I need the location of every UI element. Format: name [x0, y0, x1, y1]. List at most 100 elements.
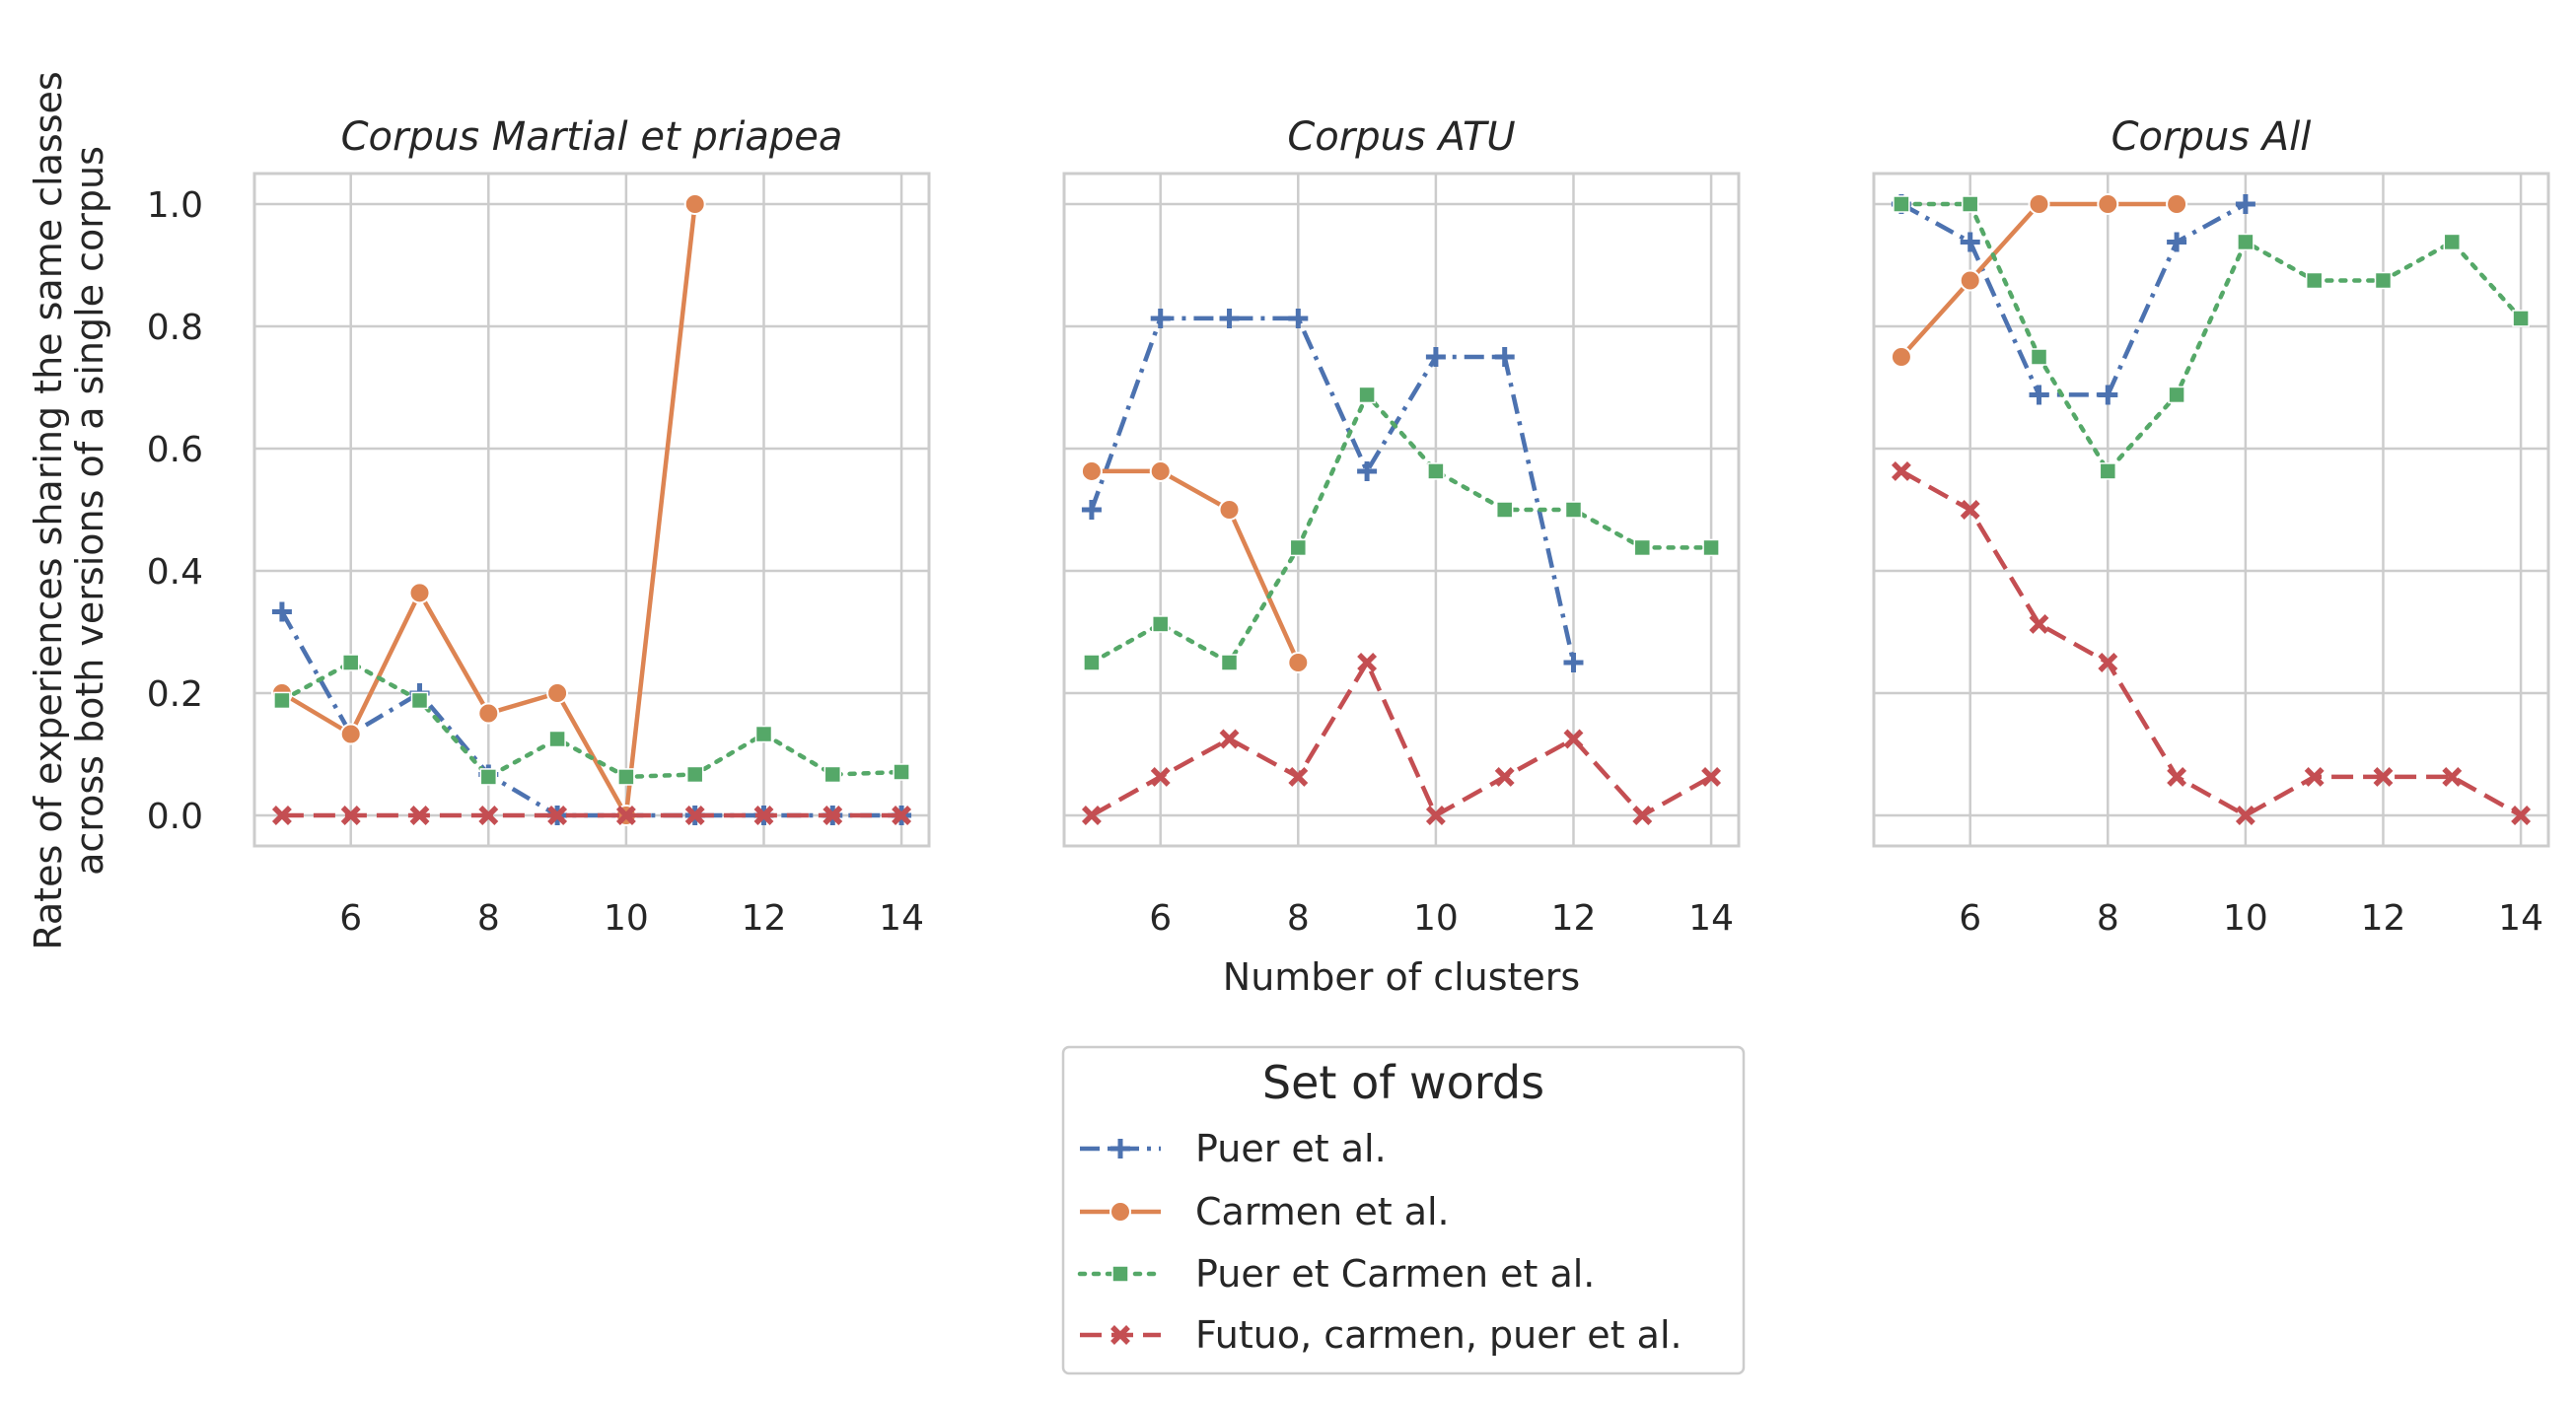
data-point — [409, 806, 430, 825]
x-tick-label: 6 — [1959, 898, 1981, 939]
data-point — [340, 806, 361, 825]
legend-entry: Puer et Carmen et al. — [1077, 1252, 1595, 1296]
data-point — [339, 723, 362, 745]
plot-frame — [1872, 172, 2550, 848]
series-line — [279, 610, 902, 818]
data-point — [1220, 654, 1239, 671]
data-point — [1563, 653, 1584, 672]
legend-entry: Futuo, carmen, puer et al. — [1080, 1313, 1682, 1357]
x-tick-label: 14 — [879, 898, 924, 939]
data-point — [2235, 806, 2255, 825]
data-point — [2097, 193, 2119, 215]
y-axis-label-line-1: Rates of experiences sharing the same cl… — [27, 71, 70, 949]
data-point — [2235, 194, 2255, 214]
plot-frame — [252, 172, 931, 848]
data-point — [1891, 460, 1911, 481]
data-point — [1893, 195, 1910, 213]
data-point — [1357, 653, 1378, 672]
x-tick-label: 12 — [1551, 898, 1597, 939]
legend-marker — [1109, 1201, 1131, 1223]
data-point — [893, 763, 910, 781]
data-point — [2374, 271, 2393, 290]
data-point — [341, 654, 360, 671]
data-point — [1151, 615, 1170, 633]
data-point — [753, 806, 774, 825]
panel-title: Corpus ATU — [1287, 114, 1515, 160]
data-point — [1219, 308, 1240, 328]
data-point — [1425, 806, 1446, 825]
data-point — [2098, 385, 2118, 405]
series-puer-et-carmen-et-al — [1083, 386, 1720, 671]
y-axis-label-line-2: across both versions of a single corpus — [68, 146, 111, 876]
data-point — [2166, 193, 2188, 215]
data-point — [2237, 233, 2254, 251]
legend-box — [1061, 1045, 1746, 1375]
y-tick-label: 0.4 — [147, 552, 203, 593]
data-point — [683, 193, 706, 215]
x-tick-label: 12 — [2361, 898, 2406, 939]
panel-2: Corpus ATU 6 8 10 12 14 — [1062, 114, 1741, 939]
x-tick-label: 14 — [1688, 898, 1734, 939]
legend-label: Carmen et al. — [1195, 1190, 1450, 1233]
data-point — [2443, 233, 2462, 251]
x-tick-label: 12 — [742, 898, 787, 939]
data-point — [1632, 806, 1653, 825]
y-tick-label: 0.8 — [147, 308, 203, 348]
x-tick-label: 8 — [2097, 898, 2119, 939]
x-tick-label: 10 — [604, 898, 649, 939]
data-point — [1425, 347, 1446, 367]
x-tick-label: 6 — [339, 898, 362, 939]
series-puer-et-al — [1081, 308, 1584, 672]
data-point — [548, 730, 566, 748]
data-point — [823, 806, 843, 825]
data-point — [1149, 459, 1172, 482]
data-point — [615, 806, 636, 825]
data-point — [1494, 347, 1515, 367]
data-point — [685, 765, 704, 784]
data-point — [1494, 766, 1515, 787]
data-point — [823, 765, 842, 784]
data-point — [271, 601, 292, 622]
legend-entry: Carmen et al. — [1080, 1190, 1450, 1233]
data-point — [478, 806, 499, 825]
y-tick-label: 0.2 — [147, 674, 203, 715]
x-tick-label: 10 — [1413, 898, 1459, 939]
series-line — [1899, 202, 2247, 397]
data-point — [892, 806, 912, 825]
data-point — [1960, 500, 1980, 520]
series-line — [1089, 392, 1714, 666]
data-point — [547, 806, 568, 825]
series-carmen-et-al — [1890, 193, 2188, 368]
series-line — [1091, 468, 1301, 664]
x-tick-label: 6 — [1149, 898, 1172, 939]
data-point — [1563, 729, 1584, 749]
data-point — [1150, 766, 1171, 787]
legend-marker — [1110, 1325, 1130, 1345]
data-point — [2305, 271, 2324, 290]
series-puer-et-carmen-et-al — [273, 654, 910, 786]
data-point — [273, 691, 291, 710]
data-point — [2029, 385, 2049, 405]
series-line — [279, 660, 904, 780]
x-tick-label: 10 — [2223, 898, 2268, 939]
series-line — [1090, 660, 1713, 818]
data-point — [2511, 806, 2532, 825]
legend-label: Puer et al. — [1195, 1127, 1387, 1170]
data-point — [2373, 766, 2394, 787]
data-point — [684, 806, 705, 825]
data-point — [1959, 269, 1981, 292]
data-point — [1633, 538, 1652, 557]
x-tick-label: 8 — [1287, 898, 1310, 939]
series-line — [1898, 201, 2524, 474]
data-point — [1427, 462, 1445, 480]
data-point — [1083, 654, 1101, 671]
data-point — [1080, 459, 1103, 482]
data-point — [1960, 232, 1980, 252]
data-point — [1150, 308, 1171, 328]
data-point — [1081, 500, 1102, 520]
legend-entry: Puer et al. — [1080, 1127, 1387, 1170]
data-point — [2028, 193, 2050, 215]
data-point — [2030, 348, 2048, 366]
data-point — [617, 768, 635, 786]
